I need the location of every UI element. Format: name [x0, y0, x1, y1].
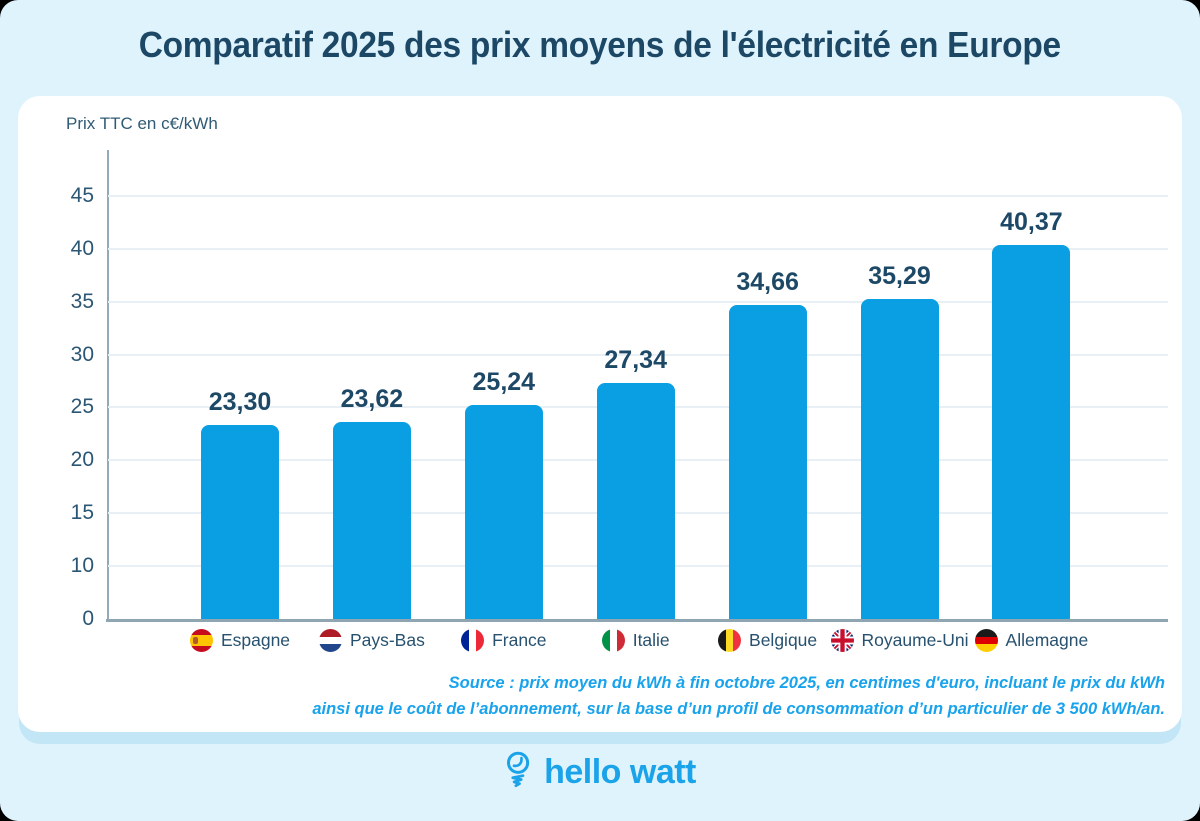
- chart-card: [18, 96, 1182, 732]
- brand-footer: hello watt: [0, 750, 1200, 794]
- y-axis-title: Prix TTC en c€/kWh: [66, 114, 218, 133]
- brand-wordmark: hello watt: [544, 752, 696, 791]
- lightbulb-icon: [507, 751, 530, 788]
- source-line-2: ainsi que le coût de l’abonnement, sur l…: [312, 700, 1165, 718]
- page-title-text: Comparatif 2025 des prix moyens de l'éle…: [138, 24, 1062, 65]
- page-title: Comparatif 2025 des prix moyens de l'éle…: [0, 24, 1200, 66]
- source-line-1: Source : prix moyen du kWh à fin octobre…: [448, 674, 1165, 692]
- source-note: Source : prix moyen du kWh à fin octobre…: [312, 670, 1165, 722]
